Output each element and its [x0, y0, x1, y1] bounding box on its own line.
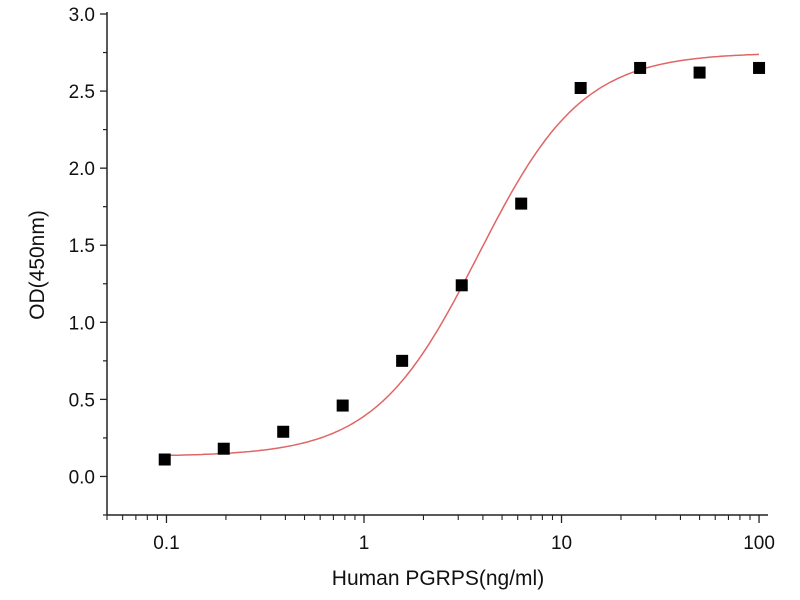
data-point	[396, 354, 409, 367]
x-tick-label: 100	[743, 533, 775, 554]
y-tick-label: 1.5	[69, 236, 95, 257]
data-point	[574, 81, 587, 94]
x-tick-label: 10	[551, 533, 572, 554]
y-tick-label: 2.5	[69, 82, 95, 103]
data-points	[158, 61, 766, 466]
fit-curve-group	[166, 53, 760, 457]
x-axis-title: Human PGRPS(ng/ml)	[332, 567, 544, 590]
x-tick-label: 0.1	[153, 533, 179, 554]
y-axis-title: OD(450nm)	[26, 210, 49, 320]
y-tick-label: 1.0	[69, 313, 95, 334]
y-tick-label: 3.0	[69, 5, 95, 26]
y-tick-label: 0.5	[69, 390, 95, 411]
data-point	[515, 197, 528, 210]
data-point	[455, 279, 468, 292]
data-point	[634, 61, 647, 74]
data-point	[336, 399, 349, 412]
y-tick-label: 0.0	[69, 467, 95, 488]
data-point	[158, 453, 171, 466]
data-point	[217, 442, 230, 455]
data-point	[277, 425, 290, 438]
fit-curve	[166, 53, 760, 457]
data-point	[693, 66, 706, 79]
x-tick-label: 1	[359, 533, 370, 554]
axes: 0.0 0.5 1.0 1.5 2.0 2.5 3.0 0.1 1 10 100	[69, 5, 775, 554]
data-point	[753, 61, 766, 74]
y-tick-label: 2.0	[69, 159, 95, 180]
